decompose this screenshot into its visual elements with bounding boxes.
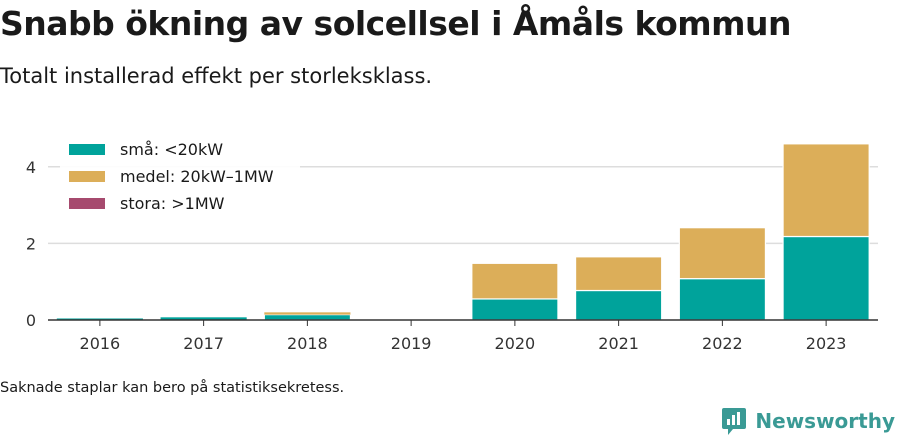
legend-swatch bbox=[69, 144, 105, 155]
bar-small-2021 bbox=[574, 289, 663, 321]
y-tick-label: 4 bbox=[26, 158, 36, 177]
bar-small-2022 bbox=[678, 278, 767, 321]
stacked-bar-chart: 0 2 4 2016 2017 2018 2019 2020 2021 2022 2023 små: … bbox=[26, 134, 878, 353]
chart-subtitle: Totalt installerad effekt per storlekskl… bbox=[0, 64, 433, 88]
bar-small-2018 bbox=[263, 314, 352, 321]
bar-small-2020 bbox=[471, 298, 559, 321]
x-tick-label: 2023 bbox=[806, 334, 847, 353]
bar-medium-2018 bbox=[264, 312, 351, 315]
bar-small-2023 bbox=[782, 235, 870, 321]
bar-small-2017 bbox=[160, 317, 247, 320]
bar-medium-2020 bbox=[471, 262, 559, 300]
x-tick-label: 2022 bbox=[702, 334, 743, 353]
newsworthy-logo-text: Newsworthy bbox=[755, 409, 895, 433]
bar-medium-2022 bbox=[678, 227, 767, 280]
bar-medium-2021 bbox=[574, 256, 663, 292]
footnote: Saknade staplar kan bero på statistiksek… bbox=[0, 380, 345, 396]
x-tick-label: 2018 bbox=[287, 334, 328, 353]
legend-label: stora: >1MW bbox=[120, 194, 225, 213]
newsworthy-logo: Newsworthy bbox=[721, 406, 895, 436]
x-tick-label: 2021 bbox=[598, 334, 639, 353]
bar-small-2016 bbox=[56, 318, 143, 320]
x-tick-label: 2017 bbox=[183, 334, 224, 353]
y-tick-label: 0 bbox=[26, 311, 36, 330]
bar-medium-2023 bbox=[782, 143, 870, 238]
legend-swatch bbox=[69, 171, 105, 182]
x-tick-label: 2019 bbox=[391, 334, 432, 353]
y-tick-label: 2 bbox=[26, 234, 36, 253]
legend-swatch bbox=[69, 198, 105, 209]
x-tick-label: 2016 bbox=[80, 334, 121, 353]
newsworthy-logo-icon bbox=[722, 408, 747, 435]
x-tick-label: 2020 bbox=[495, 334, 536, 353]
chart-title: Snabb ökning av solcellsel i Åmåls kommu… bbox=[0, 4, 792, 43]
legend-label: små: <20kW bbox=[120, 140, 223, 159]
legend-label: medel: 20kW–1MW bbox=[120, 167, 274, 186]
